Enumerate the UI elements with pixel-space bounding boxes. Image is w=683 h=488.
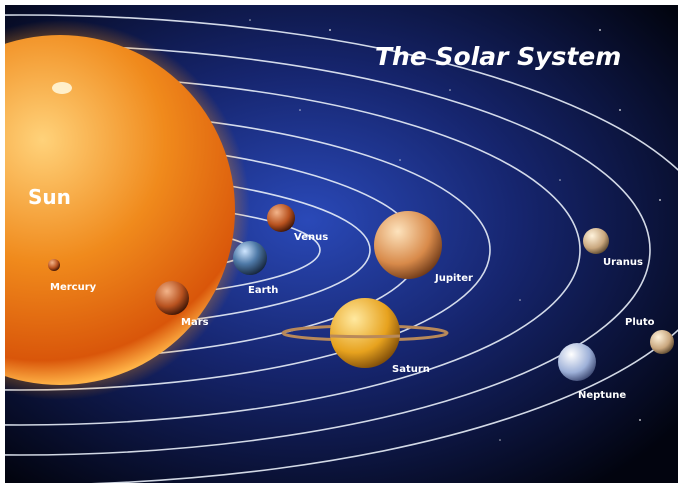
title: The Solar System (375, 42, 621, 71)
neptune-label: Neptune (578, 390, 626, 401)
solar-system-image: The Solar System Sun Mercury Venus Earth… (0, 0, 683, 488)
venus-label: Venus (294, 232, 328, 243)
uranus (583, 228, 609, 254)
mars (155, 281, 189, 315)
saturn-label: Saturn (392, 364, 430, 375)
mercury-label: Mercury (50, 282, 97, 293)
earth (233, 241, 267, 275)
saturn-ring-front (330, 336, 400, 337)
jupiter-label: Jupiter (434, 273, 473, 284)
scene: The Solar System Sun Mercury Venus Earth… (0, 5, 683, 485)
mercury (48, 259, 60, 271)
neptune (558, 343, 596, 381)
earth-label: Earth (248, 285, 278, 296)
pluto (650, 330, 674, 354)
venus (267, 204, 295, 232)
pluto-label: Pluto (625, 317, 655, 328)
jupiter (374, 211, 442, 279)
uranus-label: Uranus (603, 257, 643, 268)
saturn (330, 298, 400, 368)
page: The Solar System Sun Mercury Venus Earth… (0, 0, 683, 488)
sun-flare (52, 82, 72, 94)
sun-label: Sun (28, 185, 71, 209)
mars-label: Mars (181, 317, 209, 328)
